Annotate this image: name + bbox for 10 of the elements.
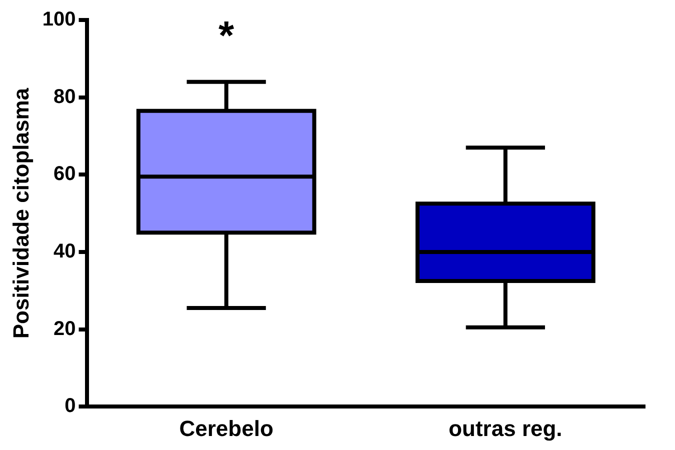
x-tick-label: outras reg.: [448, 416, 562, 441]
y-tick-label: 40: [54, 240, 76, 262]
y-tick-label: 100: [42, 8, 76, 31]
annotation: *: [218, 14, 235, 58]
y-tick-label: 20: [54, 318, 76, 340]
y-tick-label: 80: [54, 86, 76, 108]
y-tick-label: 60: [54, 163, 76, 186]
x-tick-label: Cerebelo: [179, 416, 274, 441]
y-axis-title: Positividade citoplasma: [8, 87, 34, 339]
y-tick-label: 0: [64, 395, 76, 418]
